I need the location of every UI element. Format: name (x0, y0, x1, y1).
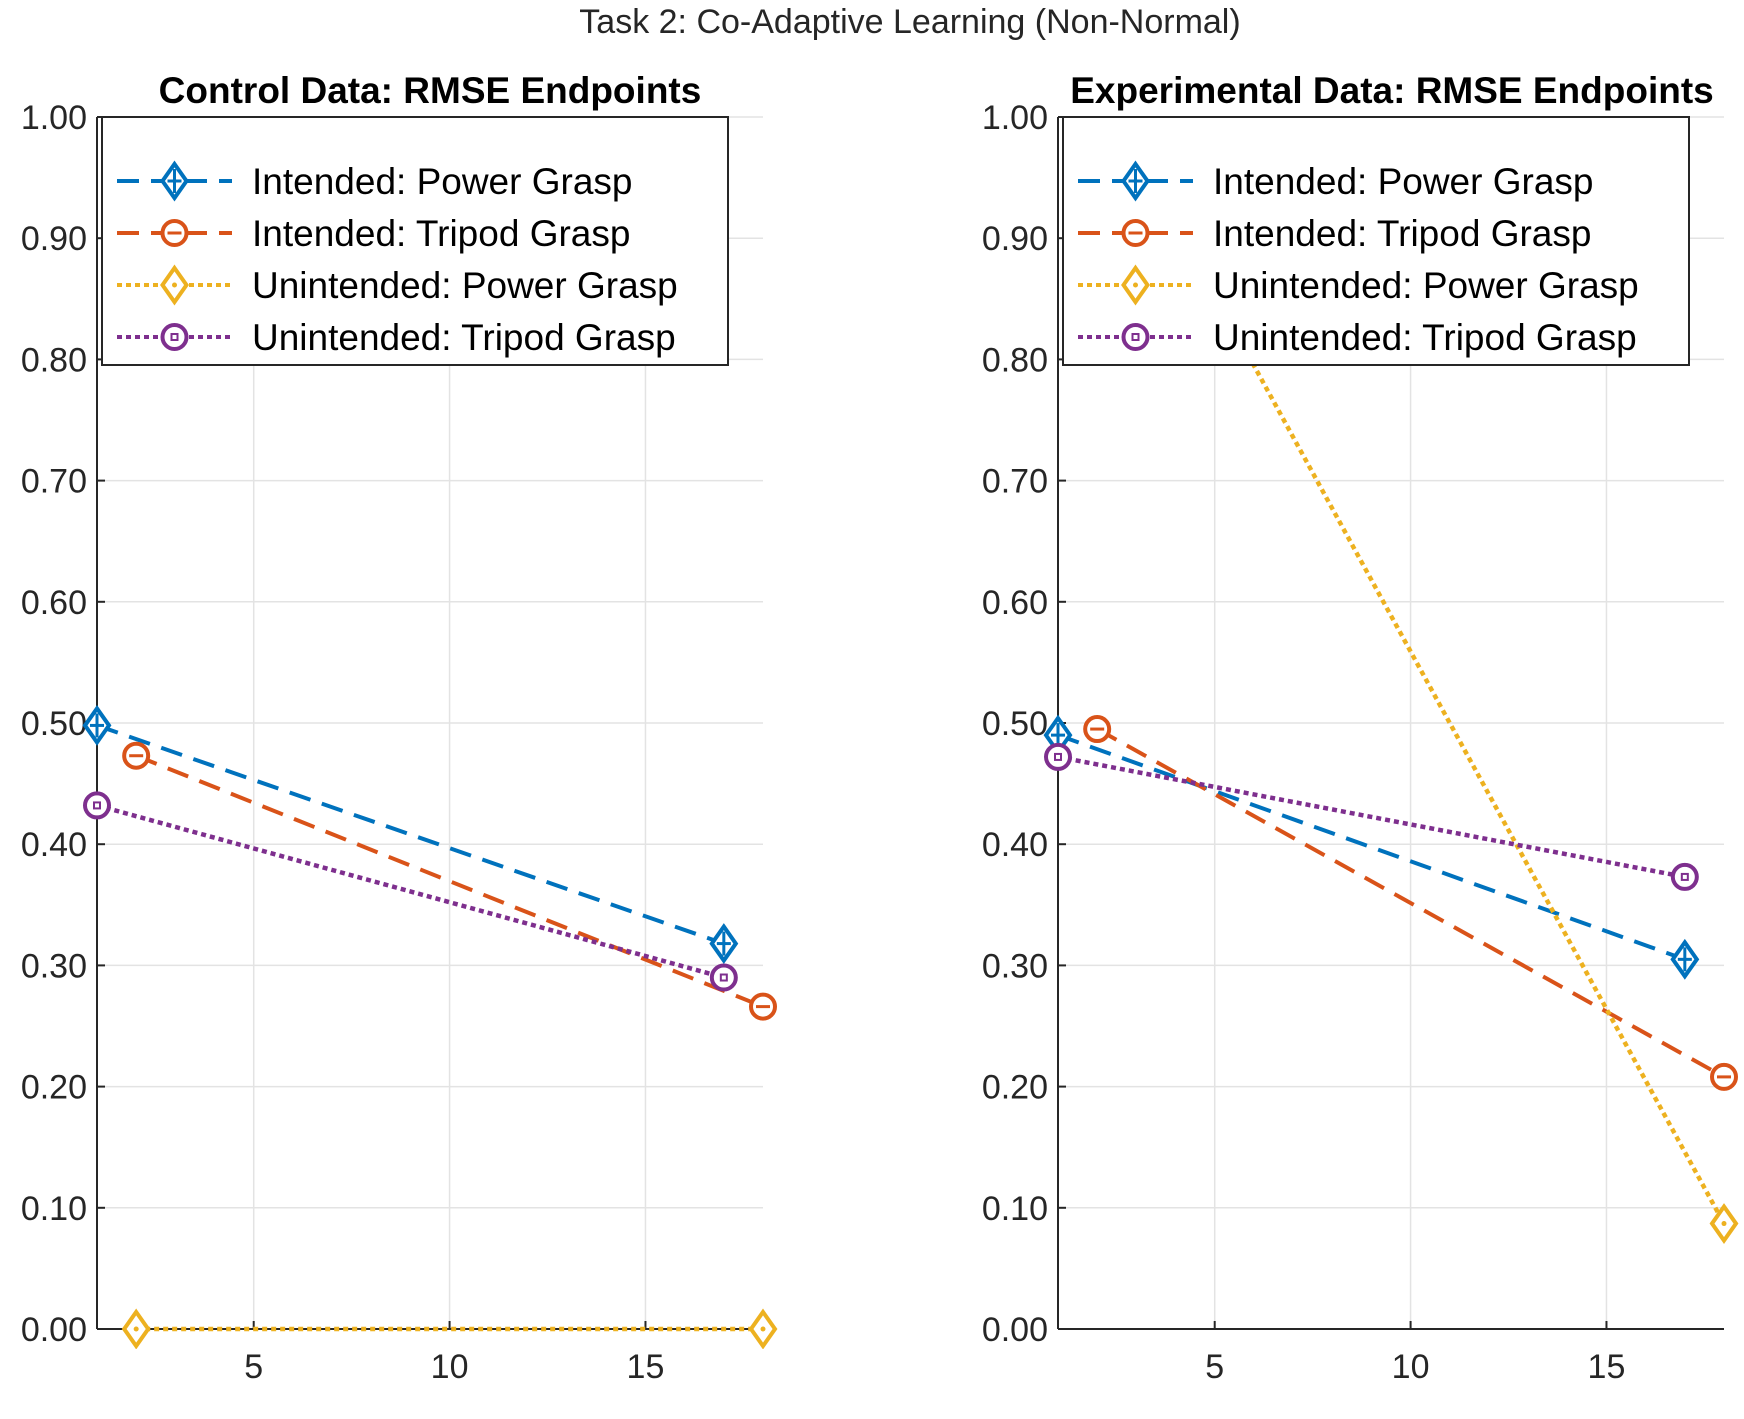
experimental-point-unintended-power (1709, 1203, 1739, 1245)
control-x-tick-label: 5 (244, 1348, 263, 1386)
control-legend-marker-unintended-tripod-dot (170, 333, 179, 341)
experimental-point-unintended-power-dot (1721, 1221, 1727, 1227)
experimental-series-line-tripod (1096, 727, 1725, 1079)
control-series-line-unintended-tripod (96, 803, 725, 980)
control-legend-marker-unintended-power-dot (172, 282, 177, 288)
experimental-legend-label-unintended-power: Unintended: Power Grasp (1213, 265, 1639, 306)
figure-title: Task 2: Co-Adaptive Learning (Non-Normal… (579, 3, 1240, 41)
experimental-y-tick-label: 1.00 (982, 99, 1048, 137)
experimental-legend-marker-unintended-tripod-dot (1131, 333, 1140, 341)
control-x-tick-label: 10 (431, 1348, 469, 1386)
experimental-x-tick-label: 5 (1205, 1348, 1224, 1386)
control-y-tick-label: 0.70 (21, 463, 87, 501)
experimental-point-unintended-tripod-shape (1670, 862, 1699, 891)
control-y-tick-label: 0.90 (21, 220, 87, 258)
experimental-point-unintended-tripod-shape (1044, 742, 1072, 771)
control-point-unintended-power (121, 1308, 151, 1349)
control-y-tick-label: 1.00 (21, 99, 87, 137)
control-chart-title: Control Data: RMSE Endpoints (159, 70, 702, 111)
experimental-y-tick-label: 0.60 (982, 584, 1048, 622)
control-x-tick-label: 15 (627, 1348, 665, 1386)
control-series-line-tripod (135, 753, 764, 1009)
experimental-legend-label-unintended-tripod: Unintended: Tripod Grasp (1213, 317, 1637, 358)
experimental-legend-marker-unintended-power-dot (1133, 282, 1138, 288)
control-point-unintended-power-dot (760, 1326, 766, 1332)
control-y-tick-label: 0.30 (21, 947, 87, 985)
experimental-legend-label-tripod: Intended: Tripod Grasp (1213, 213, 1591, 254)
experimental-point-power (1670, 938, 1700, 980)
experimental-series-line-unintended-tripod (1057, 754, 1686, 880)
control-legend-label-unintended-tripod: Unintended: Tripod Grasp (252, 317, 676, 358)
experimental-point-unintended-tripod-dot (1680, 872, 1689, 881)
experimental-y-tick-label: 0.40 (982, 826, 1048, 864)
experimental-chart-title: Experimental Data: RMSE Endpoints (1070, 70, 1714, 111)
control-point-unintended-power-dot (133, 1326, 139, 1332)
experimental-legend-marker-power (1121, 160, 1150, 202)
experimental-y-tick-label: 0.70 (982, 463, 1048, 501)
control-legend-box (101, 116, 729, 366)
control-point-power (709, 923, 739, 965)
control-legend-marker-unintended-tripod-shape (160, 323, 189, 351)
experimental-point-unintended-tripod (1044, 742, 1072, 771)
control-axes: 0.00 0.10 0.20 0.30 0.40 0.50 0.60 0.70 0.80 0.90… (21, 70, 778, 1386)
control-legend-label-unintended-power: Unintended: Power Grasp (252, 265, 678, 306)
experimental-y-tick-label: 0.10 (982, 1190, 1048, 1228)
experimental-y-tick-label: 0.30 (982, 947, 1048, 985)
control-y-tick-label: 0.80 (21, 341, 87, 379)
experimental-point-tripod (1083, 715, 1112, 744)
experimental-legend-box (1062, 116, 1690, 366)
control-legend-label-tripod: Intended: Tripod Grasp (252, 213, 630, 254)
control-point-unintended-tripod-shape (83, 791, 111, 820)
control-point-unintended-tripod (709, 963, 738, 992)
experimental-axes: 0.00 0.10 0.20 0.30 0.40 0.50 0.60 0.70 0.80 0.90… (982, 70, 1739, 1386)
experimental-legend: Intended: Power Grasp Intended: Tripod Gr… (1062, 116, 1690, 366)
control-point-unintended-power (748, 1308, 778, 1349)
control-point-unintended-tripod-dot (93, 801, 101, 810)
control-point-unintended-tripod-shape (709, 963, 738, 992)
control-y-tick-label: 0.20 (21, 1069, 87, 1107)
control-y-tick-label: 0.40 (21, 826, 87, 864)
experimental-y-tick-label: 0.80 (982, 341, 1048, 379)
control-legend-marker-power (160, 160, 189, 202)
control-legend-marker-unintended-power (160, 264, 189, 306)
experimental-series-line-power (1057, 733, 1686, 962)
experimental-point-tripod (1710, 1062, 1738, 1091)
control-y-tick-label: 0.00 (21, 1311, 87, 1349)
experimental-legend-marker-unintended-tripod (1121, 323, 1150, 351)
experimental-legend-label-power: Intended: Power Grasp (1213, 161, 1594, 202)
experimental-point-unintended-tripod-dot (1054, 752, 1062, 761)
experimental-series-line-unintended-power (1115, 117, 1726, 1225)
control-legend: Intended: Power Grasp Intended: Tripod Gr… (101, 116, 729, 366)
experimental-x-tick-label: 10 (1392, 1348, 1430, 1386)
control-y-tick-label: 0.50 (21, 705, 87, 743)
experimental-y-tick-label: 0.50 (982, 705, 1048, 743)
control-y-tick-label: 0.10 (21, 1190, 87, 1228)
control-legend-marker-unintended-tripod (160, 323, 189, 351)
experimental-legend-marker-unintended-power (1121, 264, 1150, 306)
experimental-legend-marker-tripod (1121, 219, 1150, 247)
experimental-x-tick-label: 15 (1588, 1348, 1626, 1386)
control-point-tripod (749, 992, 777, 1021)
control-legend-marker-tripod (160, 219, 189, 247)
control-legend-label-power: Intended: Power Grasp (252, 161, 633, 202)
control-point-unintended-tripod (83, 791, 111, 820)
control-plot-area (82, 704, 778, 1349)
experimental-y-tick-label: 0.90 (982, 220, 1048, 258)
control-series-line-power (96, 723, 725, 946)
experimental-y-tick-label: 0.20 (982, 1069, 1048, 1107)
experimental-point-unintended-tripod (1670, 862, 1699, 891)
experimental-legend-marker-unintended-tripod-shape (1121, 323, 1150, 351)
control-point-tripod (122, 741, 151, 770)
control-y-tick-label: 0.60 (21, 584, 87, 622)
control-point-power (82, 704, 112, 746)
control-point-unintended-tripod-dot (719, 973, 728, 982)
experimental-y-tick-label: 0.00 (982, 1311, 1048, 1349)
experimental-plot-area (1043, 117, 1739, 1245)
